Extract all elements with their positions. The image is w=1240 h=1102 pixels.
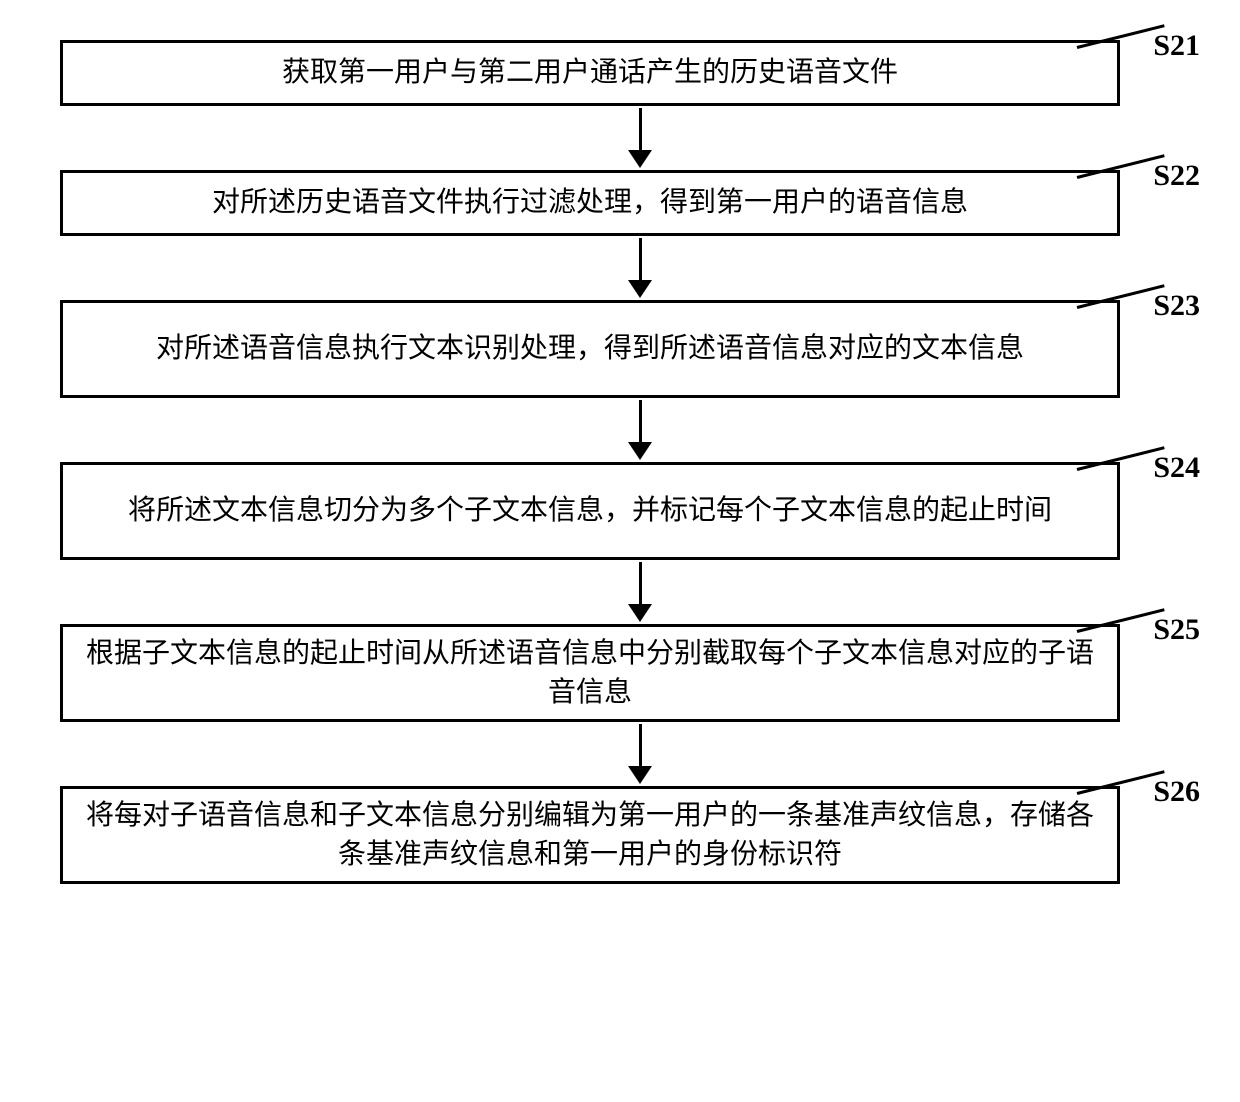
arrow-head bbox=[628, 280, 652, 298]
step-row: 将所述文本信息切分为多个子文本信息，并标记每个子文本信息的起止时间 S24 bbox=[20, 462, 1220, 560]
step-box-s25: 根据子文本信息的起止时间从所述语音信息中分别截取每个子文本信息对应的子语音信息 bbox=[60, 624, 1120, 722]
step-text: 根据子文本信息的起止时间从所述语音信息中分别截取每个子文本信息对应的子语音信息 bbox=[83, 634, 1097, 712]
arrow-head bbox=[628, 150, 652, 168]
arrow-head bbox=[628, 442, 652, 460]
step-row: 对所述历史语音文件执行过滤处理，得到第一用户的语音信息 S22 bbox=[20, 170, 1220, 236]
label-connector-line bbox=[1077, 24, 1165, 49]
step-box-s24: 将所述文本信息切分为多个子文本信息，并标记每个子文本信息的起止时间 bbox=[60, 462, 1120, 560]
arrow-shaft bbox=[639, 724, 642, 768]
arrow-shaft bbox=[639, 238, 642, 282]
step-label: S21 bbox=[1153, 29, 1200, 63]
step-label: S24 bbox=[1153, 451, 1200, 485]
step-text: 将所述文本信息切分为多个子文本信息，并标记每个子文本信息的起止时间 bbox=[128, 491, 1052, 530]
arrow-head bbox=[628, 604, 652, 622]
step-label: S25 bbox=[1153, 613, 1200, 647]
step-box-s22: 对所述历史语音文件执行过滤处理，得到第一用户的语音信息 bbox=[60, 170, 1120, 236]
arrow-down-icon bbox=[110, 106, 1170, 170]
step-text: 将每对子语音信息和子文本信息分别编辑为第一用户的一条基准声纹信息，存储各条基准声… bbox=[83, 796, 1097, 874]
arrow-head bbox=[628, 766, 652, 784]
step-label: S23 bbox=[1153, 289, 1200, 323]
arrow-down-icon bbox=[110, 722, 1170, 786]
step-label-wrapper: S22 bbox=[1081, 164, 1200, 193]
arrow-shaft bbox=[639, 400, 642, 444]
step-label-wrapper: S21 bbox=[1081, 34, 1200, 63]
step-label-wrapper: S26 bbox=[1081, 780, 1200, 809]
step-text: 对所述历史语音文件执行过滤处理，得到第一用户的语音信息 bbox=[212, 183, 968, 222]
step-text: 获取第一用户与第二用户通话产生的历史语音文件 bbox=[282, 53, 898, 92]
step-label-wrapper: S23 bbox=[1081, 294, 1200, 323]
step-label-wrapper: S24 bbox=[1081, 456, 1200, 485]
step-row: 根据子文本信息的起止时间从所述语音信息中分别截取每个子文本信息对应的子语音信息 … bbox=[20, 624, 1220, 722]
step-row: 对所述语音信息执行文本识别处理，得到所述语音信息对应的文本信息 S23 bbox=[20, 300, 1220, 398]
arrow-shaft bbox=[639, 562, 642, 606]
arrow-down-icon bbox=[110, 236, 1170, 300]
arrow-down-icon bbox=[110, 560, 1170, 624]
arrow-down-icon bbox=[110, 398, 1170, 462]
step-box-s21: 获取第一用户与第二用户通话产生的历史语音文件 bbox=[60, 40, 1120, 106]
arrow-shaft bbox=[639, 108, 642, 152]
step-row: 获取第一用户与第二用户通话产生的历史语音文件 S21 bbox=[20, 40, 1220, 106]
flowchart-container: 获取第一用户与第二用户通话产生的历史语音文件 S21 对所述历史语音文件执行过滤… bbox=[20, 40, 1220, 884]
step-row: 将每对子语音信息和子文本信息分别编辑为第一用户的一条基准声纹信息，存储各条基准声… bbox=[20, 786, 1220, 884]
step-label: S26 bbox=[1153, 775, 1200, 809]
step-label-wrapper: S25 bbox=[1081, 618, 1200, 647]
step-box-s23: 对所述语音信息执行文本识别处理，得到所述语音信息对应的文本信息 bbox=[60, 300, 1120, 398]
step-box-s26: 将每对子语音信息和子文本信息分别编辑为第一用户的一条基准声纹信息，存储各条基准声… bbox=[60, 786, 1120, 884]
step-label: S22 bbox=[1153, 159, 1200, 193]
step-text: 对所述语音信息执行文本识别处理，得到所述语音信息对应的文本信息 bbox=[156, 329, 1024, 368]
